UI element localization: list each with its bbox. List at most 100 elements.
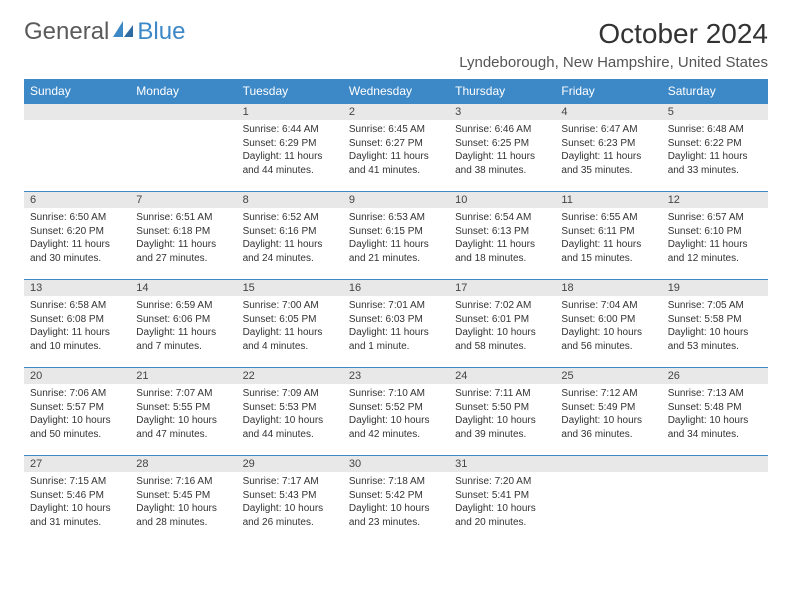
day-number: 1 xyxy=(237,104,343,120)
daylight-text: Daylight: 11 hours and 4 minutes. xyxy=(243,326,337,353)
sunset-text: Sunset: 5:52 PM xyxy=(349,401,443,415)
calendar-day-cell xyxy=(662,456,768,544)
day-number: 17 xyxy=(449,280,555,296)
sunset-text: Sunset: 6:16 PM xyxy=(243,225,337,239)
day-body: Sunrise: 6:50 AMSunset: 6:20 PMDaylight:… xyxy=(24,208,130,269)
calendar-day-cell: 18Sunrise: 7:04 AMSunset: 6:00 PMDayligh… xyxy=(555,280,661,368)
sunrise-text: Sunrise: 7:02 AM xyxy=(455,299,549,313)
calendar-week-row: 6Sunrise: 6:50 AMSunset: 6:20 PMDaylight… xyxy=(24,192,768,280)
month-title: October 2024 xyxy=(459,18,768,50)
sunrise-text: Sunrise: 7:06 AM xyxy=(30,387,124,401)
weekday-header: Saturday xyxy=(662,79,768,104)
calendar-day-cell: 8Sunrise: 6:52 AMSunset: 6:16 PMDaylight… xyxy=(237,192,343,280)
calendar-day-cell: 3Sunrise: 6:46 AMSunset: 6:25 PMDaylight… xyxy=(449,104,555,192)
day-body: Sunrise: 6:54 AMSunset: 6:13 PMDaylight:… xyxy=(449,208,555,269)
day-number xyxy=(555,456,661,472)
sunrise-text: Sunrise: 6:50 AM xyxy=(30,211,124,225)
daylight-text: Daylight: 10 hours and 58 minutes. xyxy=(455,326,549,353)
calendar-day-cell: 9Sunrise: 6:53 AMSunset: 6:15 PMDaylight… xyxy=(343,192,449,280)
daylight-text: Daylight: 11 hours and 38 minutes. xyxy=(455,150,549,177)
sunrise-text: Sunrise: 6:54 AM xyxy=(455,211,549,225)
location-text: Lyndeborough, New Hampshire, United Stat… xyxy=(459,54,768,71)
day-number: 21 xyxy=(130,368,236,384)
day-body: Sunrise: 6:44 AMSunset: 6:29 PMDaylight:… xyxy=(237,120,343,181)
sunset-text: Sunset: 6:20 PM xyxy=(30,225,124,239)
daylight-text: Daylight: 11 hours and 15 minutes. xyxy=(561,238,655,265)
daylight-text: Daylight: 10 hours and 47 minutes. xyxy=(136,414,230,441)
day-body: Sunrise: 6:59 AMSunset: 6:06 PMDaylight:… xyxy=(130,296,236,357)
day-number: 9 xyxy=(343,192,449,208)
daylight-text: Daylight: 10 hours and 50 minutes. xyxy=(30,414,124,441)
sunrise-text: Sunrise: 7:10 AM xyxy=(349,387,443,401)
day-body: Sunrise: 7:05 AMSunset: 5:58 PMDaylight:… xyxy=(662,296,768,357)
calendar-week-row: 1Sunrise: 6:44 AMSunset: 6:29 PMDaylight… xyxy=(24,104,768,192)
day-number: 26 xyxy=(662,368,768,384)
calendar-day-cell: 31Sunrise: 7:20 AMSunset: 5:41 PMDayligh… xyxy=(449,456,555,544)
day-body: Sunrise: 7:06 AMSunset: 5:57 PMDaylight:… xyxy=(24,384,130,445)
weekday-header: Sunday xyxy=(24,79,130,104)
day-number xyxy=(24,104,130,120)
calendar-day-cell: 2Sunrise: 6:45 AMSunset: 6:27 PMDaylight… xyxy=(343,104,449,192)
sunrise-text: Sunrise: 7:09 AM xyxy=(243,387,337,401)
daylight-text: Daylight: 11 hours and 27 minutes. xyxy=(136,238,230,265)
calendar-day-cell: 5Sunrise: 6:48 AMSunset: 6:22 PMDaylight… xyxy=(662,104,768,192)
sunrise-text: Sunrise: 6:58 AM xyxy=(30,299,124,313)
calendar-table: Sunday Monday Tuesday Wednesday Thursday… xyxy=(24,79,768,544)
weekday-header: Friday xyxy=(555,79,661,104)
day-body: Sunrise: 7:04 AMSunset: 6:00 PMDaylight:… xyxy=(555,296,661,357)
day-body: Sunrise: 6:58 AMSunset: 6:08 PMDaylight:… xyxy=(24,296,130,357)
sunset-text: Sunset: 6:25 PM xyxy=(455,137,549,151)
day-number: 22 xyxy=(237,368,343,384)
calendar-day-cell xyxy=(130,104,236,192)
daylight-text: Daylight: 10 hours and 56 minutes. xyxy=(561,326,655,353)
calendar-day-cell xyxy=(555,456,661,544)
day-body: Sunrise: 7:10 AMSunset: 5:52 PMDaylight:… xyxy=(343,384,449,445)
calendar-day-cell: 4Sunrise: 6:47 AMSunset: 6:23 PMDaylight… xyxy=(555,104,661,192)
day-number: 2 xyxy=(343,104,449,120)
sunset-text: Sunset: 6:27 PM xyxy=(349,137,443,151)
daylight-text: Daylight: 11 hours and 24 minutes. xyxy=(243,238,337,265)
day-number: 23 xyxy=(343,368,449,384)
day-body: Sunrise: 7:00 AMSunset: 6:05 PMDaylight:… xyxy=(237,296,343,357)
calendar-day-cell: 20Sunrise: 7:06 AMSunset: 5:57 PMDayligh… xyxy=(24,368,130,456)
calendar-week-row: 20Sunrise: 7:06 AMSunset: 5:57 PMDayligh… xyxy=(24,368,768,456)
sunset-text: Sunset: 5:42 PM xyxy=(349,489,443,503)
day-number: 6 xyxy=(24,192,130,208)
calendar-day-cell: 28Sunrise: 7:16 AMSunset: 5:45 PMDayligh… xyxy=(130,456,236,544)
logo-text-blue: Blue xyxy=(137,18,185,46)
sunset-text: Sunset: 5:58 PM xyxy=(668,313,762,327)
daylight-text: Daylight: 11 hours and 44 minutes. xyxy=(243,150,337,177)
weekday-header: Monday xyxy=(130,79,236,104)
daylight-text: Daylight: 10 hours and 26 minutes. xyxy=(243,502,337,529)
sunrise-text: Sunrise: 7:16 AM xyxy=(136,475,230,489)
daylight-text: Daylight: 10 hours and 42 minutes. xyxy=(349,414,443,441)
sunset-text: Sunset: 6:08 PM xyxy=(30,313,124,327)
day-body: Sunrise: 7:13 AMSunset: 5:48 PMDaylight:… xyxy=(662,384,768,445)
day-number: 25 xyxy=(555,368,661,384)
sunset-text: Sunset: 5:41 PM xyxy=(455,489,549,503)
sunset-text: Sunset: 6:01 PM xyxy=(455,313,549,327)
day-number: 7 xyxy=(130,192,236,208)
sunrise-text: Sunrise: 6:44 AM xyxy=(243,123,337,137)
sunset-text: Sunset: 6:13 PM xyxy=(455,225,549,239)
sunset-text: Sunset: 5:45 PM xyxy=(136,489,230,503)
sunrise-text: Sunrise: 6:52 AM xyxy=(243,211,337,225)
calendar-day-cell: 16Sunrise: 7:01 AMSunset: 6:03 PMDayligh… xyxy=(343,280,449,368)
sunrise-text: Sunrise: 6:59 AM xyxy=(136,299,230,313)
header: General Blue October 2024 Lyndeborough, … xyxy=(24,18,768,71)
sunrise-text: Sunrise: 7:05 AM xyxy=(668,299,762,313)
sunset-text: Sunset: 5:57 PM xyxy=(30,401,124,415)
sunset-text: Sunset: 6:29 PM xyxy=(243,137,337,151)
sunrise-text: Sunrise: 6:47 AM xyxy=(561,123,655,137)
sunrise-text: Sunrise: 7:04 AM xyxy=(561,299,655,313)
sunrise-text: Sunrise: 7:17 AM xyxy=(243,475,337,489)
sunset-text: Sunset: 5:50 PM xyxy=(455,401,549,415)
calendar-day-cell xyxy=(24,104,130,192)
sunrise-text: Sunrise: 7:13 AM xyxy=(668,387,762,401)
day-number: 31 xyxy=(449,456,555,472)
logo: General Blue xyxy=(24,18,185,46)
sunrise-text: Sunrise: 6:53 AM xyxy=(349,211,443,225)
sunset-text: Sunset: 6:22 PM xyxy=(668,137,762,151)
day-body: Sunrise: 6:48 AMSunset: 6:22 PMDaylight:… xyxy=(662,120,768,181)
sunset-text: Sunset: 6:11 PM xyxy=(561,225,655,239)
